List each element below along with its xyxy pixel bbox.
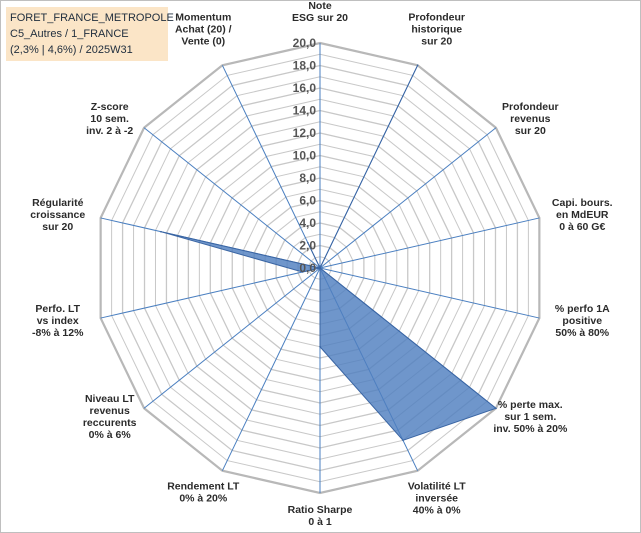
axis-label: Volatilité LT inversée 40% à 0% bbox=[408, 480, 467, 516]
axis-spoke bbox=[143, 267, 321, 409]
tick-label: 2,0 bbox=[299, 239, 316, 253]
info-box: FORET_FRANCE_METROPOLE C5_Autres / 1_FRA… bbox=[6, 7, 174, 61]
axis-label-layer: Note ESG sur 20 Profondeur historique sur 20… bbox=[30, 0, 612, 528]
axis-spoke bbox=[319, 127, 497, 269]
axis-label: Capi. bours. en MdEUR 0 à 60 G€ bbox=[552, 197, 613, 233]
data-point bbox=[402, 439, 404, 442]
tick-label: 18,0 bbox=[293, 59, 317, 73]
data-point bbox=[416, 64, 419, 67]
data-point bbox=[495, 407, 497, 410]
tick-label: 14,0 bbox=[293, 104, 317, 118]
tick-layer: 0,0 2,0 4,0 6,0 8,0 10,0 12,0 14,0 16,0 18,0 20,0 bbox=[293, 36, 317, 275]
tick-label: 6,0 bbox=[299, 194, 316, 208]
axis-label: Perfo. LT vs index -8% à 12% bbox=[32, 303, 84, 339]
axis-label: Momentum Achat (20) / Vente (0) bbox=[175, 12, 232, 48]
tick-label: 16,0 bbox=[293, 81, 317, 95]
tick-label: 10,0 bbox=[293, 149, 317, 163]
axis-label: Profondeur revenus sur 20 bbox=[502, 101, 559, 137]
tick-label: 4,0 bbox=[299, 216, 316, 230]
data-point bbox=[160, 230, 162, 233]
axis-spoke bbox=[221, 267, 321, 471]
info-line-3: (2,3% | 4,6%) / 2025W31 bbox=[10, 44, 133, 56]
axis-spoke bbox=[319, 217, 540, 269]
axis-spoke bbox=[221, 65, 321, 269]
axis-spoke bbox=[319, 267, 540, 319]
axis-label: Z-score 10 sem. inv. 2 à -2 bbox=[86, 101, 133, 137]
data-point bbox=[319, 267, 321, 269]
axis-spoke bbox=[100, 267, 321, 319]
tick-label: 0,0 bbox=[299, 261, 316, 275]
tick-label: 12,0 bbox=[293, 126, 317, 140]
data-point bbox=[306, 241, 309, 244]
axis-label: Régularité croissance sur 20 bbox=[30, 197, 85, 233]
series-area bbox=[160, 65, 497, 441]
info-line-2: C5_Autres / 1_FRANCE bbox=[10, 28, 129, 40]
axis-label: Note ESG sur 20 bbox=[292, 0, 348, 24]
info-line-1: FORET_FRANCE_METROPOLE bbox=[10, 12, 174, 24]
axis-label: Rendement LT 0% à 20% bbox=[167, 480, 240, 504]
axis-label: % perte max. sur 1 sem. inv. 50% à 20% bbox=[493, 399, 568, 435]
tick-label: 8,0 bbox=[299, 171, 316, 185]
axis-label: % perfo 1A positive 50% à 80% bbox=[555, 303, 610, 339]
axis-label: Profondeur historique sur 20 bbox=[408, 12, 465, 48]
data-point bbox=[319, 345, 321, 348]
axis-spoke bbox=[143, 127, 321, 269]
axis-label: Ratio Sharpe 0 à 1 bbox=[288, 504, 353, 528]
data-point bbox=[301, 271, 304, 273]
tick-label: 20,0 bbox=[293, 36, 317, 50]
axis-label: Niveau LT revenus reccurents 0% à 6% bbox=[83, 393, 137, 441]
data-layer bbox=[160, 64, 497, 442]
